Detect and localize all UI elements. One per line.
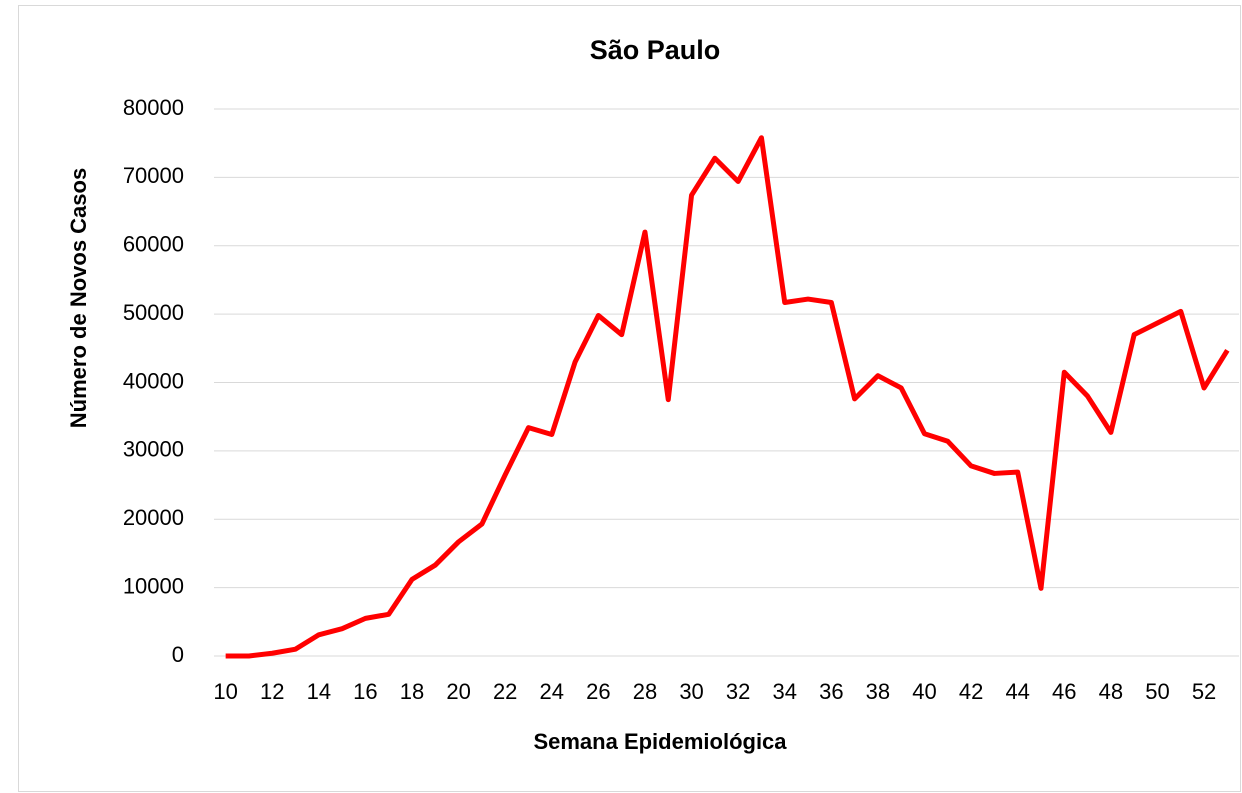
data-line	[225, 135, 1230, 659]
x-tick-label: 14	[307, 679, 331, 704]
x-tick-label: 52	[1192, 679, 1216, 704]
x-tick-label: 20	[446, 679, 470, 704]
y-axis-label: Número de Novos Casos	[66, 168, 91, 428]
x-tick-label: 28	[633, 679, 657, 704]
x-tick-label: 38	[866, 679, 890, 704]
x-tick-label: 40	[912, 679, 936, 704]
x-tick-label: 42	[959, 679, 983, 704]
x-tick-label: 44	[1005, 679, 1029, 704]
x-tick-label: 34	[772, 679, 796, 704]
y-tick-label: 0	[172, 642, 184, 667]
x-tick-label: 24	[540, 679, 564, 704]
y-tick-label: 50000	[123, 300, 184, 325]
y-tick-label: 40000	[123, 368, 184, 393]
y-tick-label: 10000	[123, 573, 184, 598]
x-tick-label: 50	[1145, 679, 1169, 704]
y-tick-label: 20000	[123, 505, 184, 530]
chart-title: São Paulo	[590, 35, 721, 65]
y-tick-label: 70000	[123, 163, 184, 188]
x-axis-label: Semana Epidemiológica	[533, 729, 787, 754]
x-tick-label: 16	[353, 679, 377, 704]
x-tick-label: 26	[586, 679, 610, 704]
x-tick-label: 32	[726, 679, 750, 704]
x-tick-label: 30	[679, 679, 703, 704]
y-tick-label: 60000	[123, 232, 184, 257]
x-tick-label: 10	[213, 679, 237, 704]
x-tick-label: 22	[493, 679, 517, 704]
x-tick-label: 18	[400, 679, 424, 704]
x-tick-label: 12	[260, 679, 284, 704]
x-tick-label: 46	[1052, 679, 1076, 704]
x-tick-label: 36	[819, 679, 843, 704]
y-tick-label: 30000	[123, 437, 184, 462]
chart-border	[18, 5, 1241, 792]
y-tick-label: 80000	[123, 95, 184, 120]
x-tick-label: 48	[1099, 679, 1123, 704]
